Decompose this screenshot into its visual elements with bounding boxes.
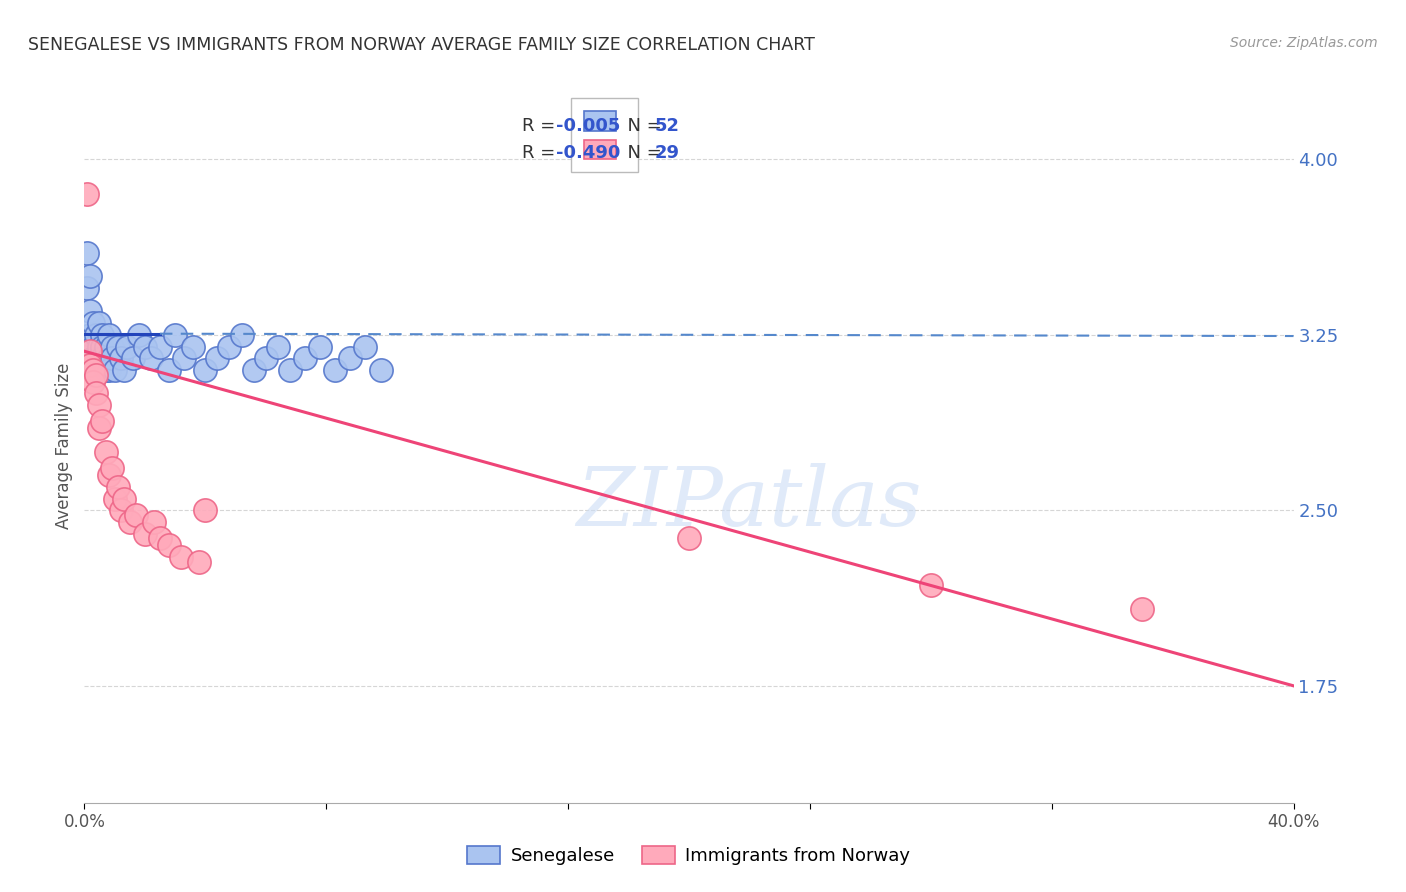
- Point: [149, 532, 172, 546]
- Point: [173, 351, 195, 366]
- Point: [82, 316, 104, 330]
- Text: 52: 52: [655, 118, 681, 136]
- Point: [91, 414, 114, 428]
- Point: [254, 351, 277, 366]
- Point: [91, 327, 114, 342]
- Point: [104, 491, 127, 506]
- Point: [194, 503, 217, 517]
- Point: [91, 351, 114, 366]
- Point: [86, 363, 108, 377]
- Point: [157, 363, 180, 377]
- Text: 29: 29: [655, 145, 681, 162]
- Point: [82, 375, 104, 389]
- Point: [97, 327, 120, 342]
- Point: [107, 480, 129, 494]
- Point: [115, 340, 138, 354]
- Point: [142, 515, 165, 529]
- Point: [76, 246, 98, 260]
- Point: [91, 340, 114, 354]
- Point: [86, 351, 108, 366]
- Text: -0.005: -0.005: [555, 118, 620, 136]
- Text: N =: N =: [616, 118, 668, 136]
- Point: [89, 421, 111, 435]
- Point: [207, 351, 229, 366]
- Point: [76, 281, 98, 295]
- Point: [107, 340, 129, 354]
- Point: [134, 526, 156, 541]
- Point: [294, 351, 316, 366]
- Point: [370, 363, 392, 377]
- Point: [79, 359, 101, 373]
- Point: [170, 550, 193, 565]
- Point: [112, 491, 135, 506]
- Point: [89, 340, 111, 354]
- Point: [678, 532, 700, 546]
- Point: [79, 304, 101, 318]
- Text: R =: R =: [522, 145, 561, 162]
- Point: [194, 363, 217, 377]
- Point: [157, 538, 180, 552]
- Point: [82, 340, 104, 354]
- Point: [100, 340, 122, 354]
- Point: [79, 327, 101, 342]
- Point: [165, 327, 187, 342]
- Text: -0.490: -0.490: [555, 145, 620, 162]
- Point: [86, 368, 108, 382]
- Point: [218, 340, 240, 354]
- Point: [79, 269, 101, 284]
- Text: SENEGALESE VS IMMIGRANTS FROM NORWAY AVERAGE FAMILY SIZE CORRELATION CHART: SENEGALESE VS IMMIGRANTS FROM NORWAY AVE…: [28, 36, 815, 54]
- Point: [97, 363, 120, 377]
- Point: [97, 468, 120, 483]
- Point: [89, 316, 111, 330]
- Point: [94, 445, 117, 459]
- Point: [89, 398, 111, 412]
- Point: [339, 351, 361, 366]
- Point: [76, 187, 98, 202]
- Point: [82, 351, 104, 366]
- Point: [242, 363, 264, 377]
- Point: [94, 340, 117, 354]
- Point: [110, 503, 132, 517]
- Point: [110, 351, 132, 366]
- Point: [79, 344, 101, 359]
- Text: N =: N =: [616, 145, 668, 162]
- Text: R =: R =: [522, 118, 561, 136]
- Point: [100, 351, 122, 366]
- Point: [323, 363, 346, 377]
- Text: ZIPatlas: ZIPatlas: [576, 463, 922, 543]
- Point: [97, 351, 120, 366]
- Point: [188, 555, 211, 569]
- Point: [267, 340, 290, 354]
- Point: [920, 578, 942, 592]
- Text: Source: ZipAtlas.com: Source: ZipAtlas.com: [1230, 36, 1378, 50]
- Point: [139, 351, 162, 366]
- Y-axis label: Average Family Size: Average Family Size: [55, 363, 73, 529]
- Point: [86, 386, 108, 401]
- Point: [181, 340, 204, 354]
- Point: [134, 340, 156, 354]
- Point: [309, 340, 332, 354]
- Point: [278, 363, 301, 377]
- Point: [94, 363, 117, 377]
- Point: [100, 461, 122, 475]
- Point: [128, 327, 150, 342]
- Point: [104, 363, 127, 377]
- Legend: Senegalese, Immigrants from Norway: Senegalese, Immigrants from Norway: [460, 839, 918, 872]
- Point: [125, 508, 148, 522]
- Point: [354, 340, 377, 354]
- Point: [82, 363, 104, 377]
- Point: [118, 515, 141, 529]
- Point: [112, 363, 135, 377]
- Point: [1130, 601, 1153, 615]
- Point: [121, 351, 143, 366]
- Point: [86, 327, 108, 342]
- Point: [231, 327, 253, 342]
- Point: [89, 351, 111, 366]
- Point: [149, 340, 172, 354]
